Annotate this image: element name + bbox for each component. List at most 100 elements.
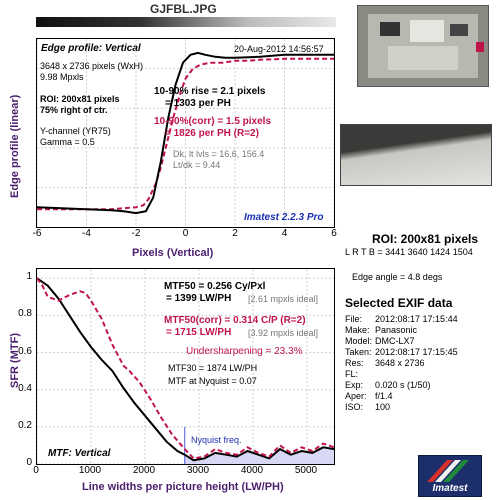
test-chart-icon [368,14,484,78]
exif-row: ISO: 100 [345,402,495,413]
mtf-y-label: SFR (MTF) [9,333,21,388]
edge-x-tick: -6 [32,228,42,239]
mtf-y-tick: 0.4 [18,382,32,394]
edge-per-ph: = 1303 per PH [165,98,231,109]
mtf-y-tick: 1 [26,271,32,283]
edge-gamma: Gamma = 0.5 [40,137,95,147]
exif-key: Res: [345,358,364,368]
exif-key: FL: [345,369,359,379]
edge-measured-line [37,51,334,215]
mtf50-corr: MTF50(corr) = 0.314 C/P (R=2) [164,315,306,326]
mtf-corrected-line [37,277,334,460]
exif-key: Model: [345,336,373,346]
edge-x-tick: 0 [182,228,189,239]
imatest-logo: Imatest [418,455,482,497]
mtf50: MTF50 = 0.256 Cy/Pxl [164,281,266,292]
roi-coords: L R T B = 3441 3640 1424 1504 [345,247,473,257]
roi-crop-thumbnail [340,124,492,186]
exif-key: Make: [345,325,370,335]
mtf-nyquist: MTF at Nyquist = 0.07 [168,376,257,386]
mtf50-corr-lwph: = 1715 LW/PH [166,327,232,338]
mtf-ideal-1: [2.61 mpxls ideal] [248,294,319,304]
nyquist-label: Nyquist freq. [191,435,242,445]
full-image-thumbnail [357,5,489,87]
edge-x-tick: -4 [82,228,91,239]
edge-x-tick: -2 [131,228,141,239]
mtf-x-tick: 3000 [186,465,210,476]
mtf-x-tick: 2000 [132,465,156,476]
edge-angle: Edge angle = 4.8 degs [352,272,443,282]
exif-key: Aper: [345,391,367,401]
roi-coords-values: 3441 3640 1424 1504 [385,247,473,257]
edge-lt-dk: Lt/dk = 9.44 [173,160,221,170]
mtf50-lwph: = 1399 LW/PH [166,293,232,304]
edge-rise: 10-90% rise = 2.1 pixels [154,86,266,97]
exif-key: ISO: [345,402,364,412]
beyond-nyquist-region [184,269,334,464]
mtf-x-label: Line widths per picture height (LW/PH) [82,481,284,493]
exif-row: Res: 3648 x 2736 [345,358,495,369]
exif-value: 2012:08:17 17:15:44 [375,314,458,324]
undersharpening: Undersharpening = 23.3% [186,346,303,357]
mtf-x-ticks: 0 1000 2000 3000 4000 5000 [0,465,345,479]
edge-x-tick: 2 [232,228,238,239]
edge-pixels: 3648 x 2736 pixels (WxH) [40,61,144,71]
mtf-x-tick: 1000 [78,465,102,476]
mtf-x-tick: 0 [33,465,39,476]
edge-x-tick: 6 [331,228,337,239]
exif-table: File: 2012:08:17 17:15:44 Make: Panasonic Mo… [345,314,495,413]
edge-x-ticks: -6 -4 -2 0 2 4 6 [0,228,340,242]
mtf-chart [37,269,334,464]
edge-date: 20-Aug-2012 14:56:57 [234,44,324,54]
logo-text: Imatest [432,483,468,494]
mtf-panel: MTF50 = 0.256 Cy/Pxl = 1399 LW/PH [2.61 … [36,268,335,465]
edge-rise-corr: 10-90%(corr) = 1.5 pixels [154,116,272,127]
exif-value: 100 [375,402,391,412]
exif-value: 0.020 s (1/50) [375,380,431,390]
mtf-y-ticks: 0 0.2 0.4 0.6 0.8 1 [0,0,36,500]
edge-x-label: Pixels (Vertical) [132,247,214,259]
exif-row: Model: DMC-LX7 [345,336,495,347]
edge-header: Edge profile: Vertical [41,43,141,54]
exif-value: DMC-LX7 [375,336,415,346]
edge-corrected-line [37,57,334,211]
exif-key: File: [345,314,363,324]
edge-channel: Y-channel (YR75) [40,126,111,136]
exif-row: Make: Panasonic [345,325,495,336]
exif-row: FL: [345,369,495,380]
edge-x-tick: 4 [281,228,288,239]
exif-row: Aper: f/1.4 [345,391,495,402]
exif-row: Taken: 2012:08:17 17:15:45 [345,347,495,358]
mtf-label: MTF: Vertical [48,448,111,459]
edge-mpxls: 9.98 Mpxls [40,72,84,82]
exif-value: Panasonic [375,325,418,335]
mtf-x-tick: 4000 [240,465,264,476]
exif-value: 3648 x 2736 [375,358,425,368]
roi-coords-label: L R T B = [345,247,383,257]
exif-value: 2012:08:17 17:15:45 [375,347,458,357]
edge-profile-chart [37,39,334,227]
exif-row: Exp: 0.020 s (1/50) [345,380,495,391]
exif-row: File: 2012:08:17 17:15:44 [345,314,495,325]
exif-key: Exp: [345,380,364,390]
logo-stripes-icon [427,460,469,482]
mtf-y-tick: 0.8 [18,308,32,320]
mtf30: MTF30 = 1874 LW/PH [168,363,258,373]
mtf-x-tick: 5000 [294,465,318,476]
exif-value: f/1.4 [375,391,393,401]
mtf-y-tick: 0.2 [18,419,32,431]
edge-brand: Imatest 2.2.3 Pro [244,212,324,223]
image-title: GJFBL.JPG [150,2,217,16]
edge-profile-panel: Edge profile: Vertical 20-Aug-2012 14:56… [36,38,335,228]
mtf-y-tick: 0 [26,457,32,468]
mtf-y-tick: 0.6 [18,345,32,357]
edge-roi-position: 75% right of ctr. [40,105,108,115]
tone-strip [36,17,336,27]
exif-key: Taken: [345,347,372,357]
edge-per-ph-corr: = 1826 per PH (R=2) [165,128,259,139]
mtf-measured-line [37,277,334,462]
edge-levels: Dk, lt lvls = 16.6, 156.4 [173,149,265,159]
roi-title: ROI: 200x81 pixels [372,232,479,246]
mtf-ideal-2: [3.92 mpxls ideal] [248,328,319,338]
edge-roi: ROI: 200x81 pixels [40,94,120,104]
